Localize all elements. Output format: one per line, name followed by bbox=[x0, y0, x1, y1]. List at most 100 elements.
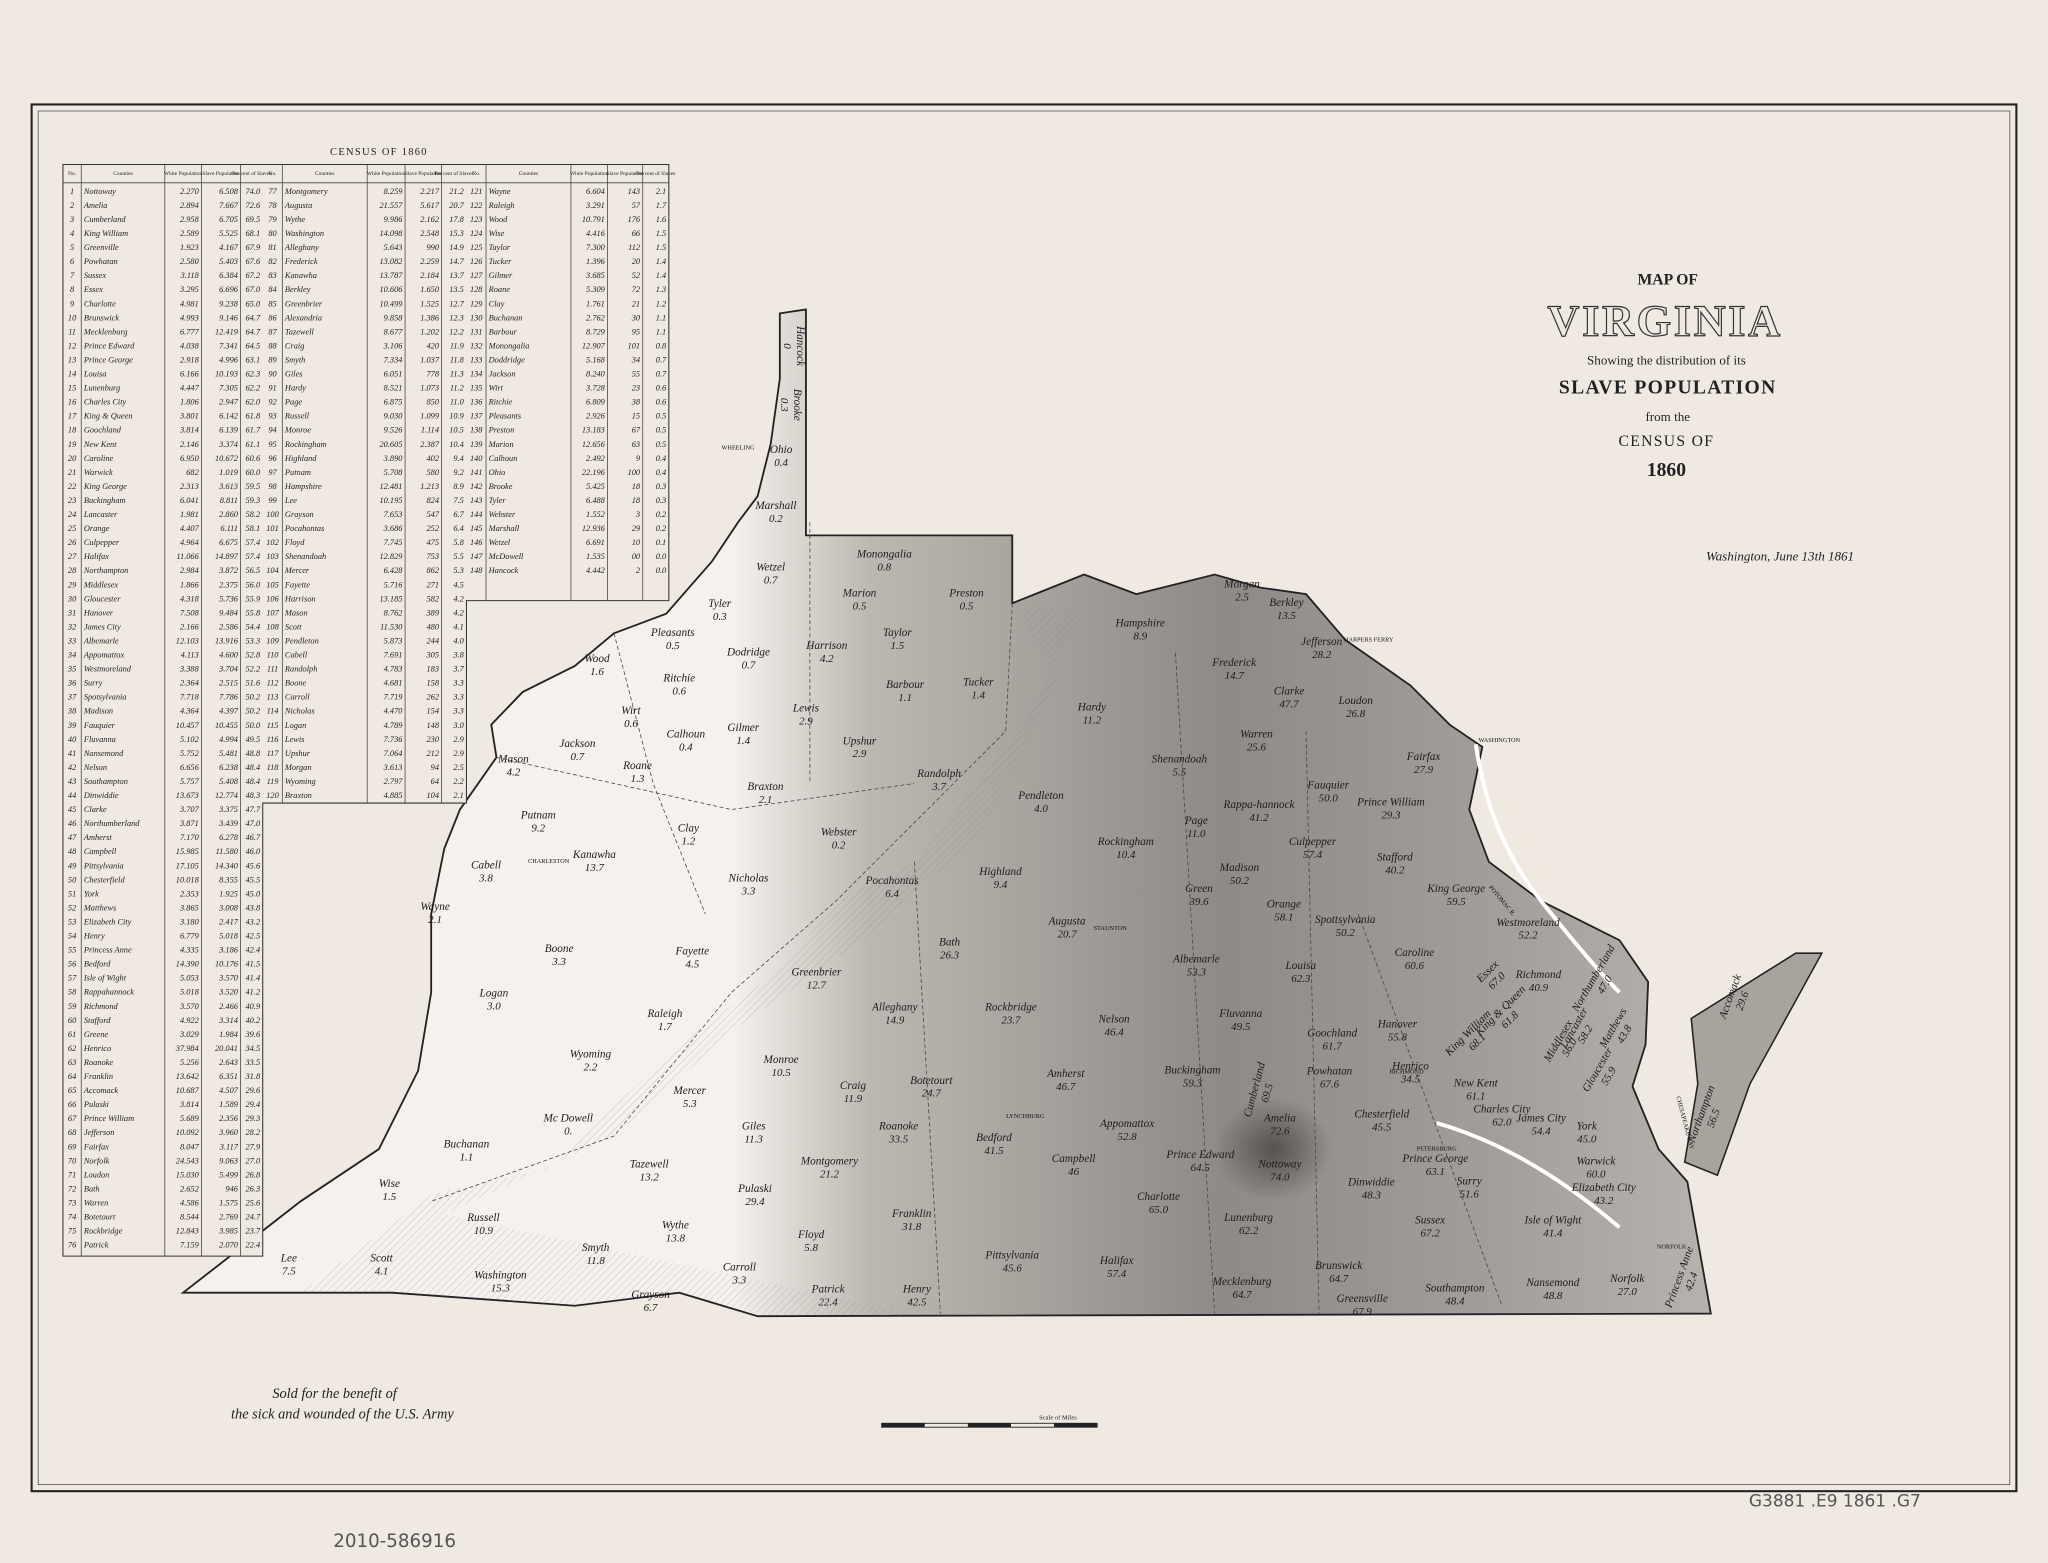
table-cell: Frederick bbox=[284, 257, 318, 266]
county-percent: 23.7 bbox=[1001, 1015, 1021, 1027]
table-cell: 66 bbox=[68, 1100, 77, 1109]
table-cell: 4.994 bbox=[219, 735, 238, 744]
table-cell: 77 bbox=[268, 187, 277, 196]
county-percent: 47.7 bbox=[1279, 699, 1299, 711]
table-cell: 137 bbox=[470, 412, 483, 421]
table-cell: 28.2 bbox=[246, 1128, 261, 1137]
table-cell: 21.2 bbox=[449, 187, 464, 196]
county-name: Morgan bbox=[1223, 579, 1260, 591]
table-header: Per cent of Slaves bbox=[434, 170, 473, 177]
table-cell: 6.351 bbox=[219, 1072, 238, 1081]
table-cell: Tucker bbox=[489, 257, 512, 266]
table-cell: 46 bbox=[68, 819, 77, 828]
table-cell: Preston bbox=[488, 426, 515, 435]
table-cell: 10.5 bbox=[449, 426, 464, 435]
table-cell: 3.960 bbox=[218, 1128, 239, 1137]
table-cell: 42.5 bbox=[246, 932, 261, 941]
county-percent: 3.7 bbox=[931, 781, 946, 793]
county-percent: 5.8 bbox=[804, 1242, 818, 1254]
table-cell: Monroe bbox=[284, 426, 311, 435]
table-cell: 47.0 bbox=[246, 819, 261, 828]
table-cell: 24.543 bbox=[176, 1156, 199, 1165]
table-cell: Appomattox bbox=[83, 651, 125, 660]
table-cell: 2.5 bbox=[453, 763, 463, 772]
table-cell: Monongalia bbox=[488, 341, 530, 350]
table-cell: 3.686 bbox=[383, 524, 404, 533]
table-cell: 131 bbox=[470, 327, 483, 336]
county-percent: 13.5 bbox=[1277, 610, 1297, 622]
table-cell: 43.8 bbox=[246, 903, 261, 912]
table-cell: 10.193 bbox=[215, 370, 238, 379]
table-header: White Population bbox=[367, 171, 406, 177]
title-line: from the bbox=[1645, 409, 1690, 424]
county-name: Isle of Wight bbox=[1523, 1214, 1582, 1226]
table-cell: 12.7 bbox=[449, 299, 464, 308]
table-cell: 67.6 bbox=[246, 257, 261, 266]
county-percent: 45.0 bbox=[1577, 1133, 1597, 1145]
table-cell: 4.981 bbox=[180, 299, 199, 308]
table-cell: 244 bbox=[427, 636, 440, 645]
table-cell: 17 bbox=[68, 412, 77, 421]
table-cell: 4.885 bbox=[384, 791, 403, 800]
table-cell: 58.2 bbox=[246, 510, 261, 519]
table-cell: 23 bbox=[68, 496, 76, 505]
county-percent: 61.1 bbox=[1466, 1090, 1485, 1102]
table-cell: 0.8 bbox=[656, 341, 667, 350]
county-percent: 59.5 bbox=[1447, 896, 1467, 908]
table-cell: 4.335 bbox=[180, 946, 199, 955]
table-cell: 7.667 bbox=[219, 201, 239, 210]
table-cell: 98 bbox=[268, 482, 277, 491]
table-cell: 3.106 bbox=[383, 341, 404, 350]
table-cell: Hanover bbox=[83, 608, 114, 617]
table-cell: 88 bbox=[268, 341, 277, 350]
table-cell: 4.681 bbox=[384, 679, 403, 688]
table-cell: 7 bbox=[70, 271, 75, 280]
table-cell: 1.761 bbox=[586, 299, 605, 308]
county-percent: 3.0 bbox=[486, 1000, 501, 1012]
table-cell: 10 bbox=[632, 538, 641, 547]
county-name: Wayne bbox=[420, 901, 450, 913]
table-cell: Marshall bbox=[488, 524, 520, 533]
table-cell: 582 bbox=[427, 594, 440, 603]
county-name: Nansemond bbox=[1525, 1277, 1579, 1289]
table-cell: Wyoming bbox=[285, 777, 316, 786]
table-cell: 3.890 bbox=[383, 454, 404, 463]
table-cell: 8.544 bbox=[180, 1213, 199, 1222]
table-cell: 4.600 bbox=[219, 651, 239, 660]
county-name: Prince William bbox=[1356, 797, 1425, 809]
table-cell: 52 bbox=[68, 903, 76, 912]
county-name: Caroline bbox=[1395, 947, 1434, 959]
table-header: Counties bbox=[113, 171, 132, 177]
table-cell: Mercer bbox=[284, 566, 310, 575]
county-percent: 2.1 bbox=[428, 914, 442, 926]
table-cell: Campbell bbox=[84, 847, 117, 856]
table-cell: 44 bbox=[68, 791, 76, 800]
table-cell: 3.570 bbox=[218, 974, 239, 983]
table-cell: 114 bbox=[267, 707, 279, 716]
county-percent: 57.4 bbox=[1303, 849, 1323, 861]
table-cell: 43 bbox=[68, 777, 76, 786]
table-cell: 50.0 bbox=[246, 721, 261, 730]
footer-note: Sold for the benefit of bbox=[272, 1386, 398, 1402]
table-cell: 475 bbox=[427, 538, 440, 547]
table-cell: 143 bbox=[628, 187, 641, 196]
table-cell: 15.030 bbox=[176, 1170, 200, 1179]
table-cell: 6.041 bbox=[180, 496, 199, 505]
table-cell: 3.871 bbox=[179, 819, 199, 828]
county-percent: 1.5 bbox=[890, 640, 904, 652]
table-cell: 45.0 bbox=[246, 889, 261, 898]
county-name: Barbour bbox=[886, 679, 925, 691]
